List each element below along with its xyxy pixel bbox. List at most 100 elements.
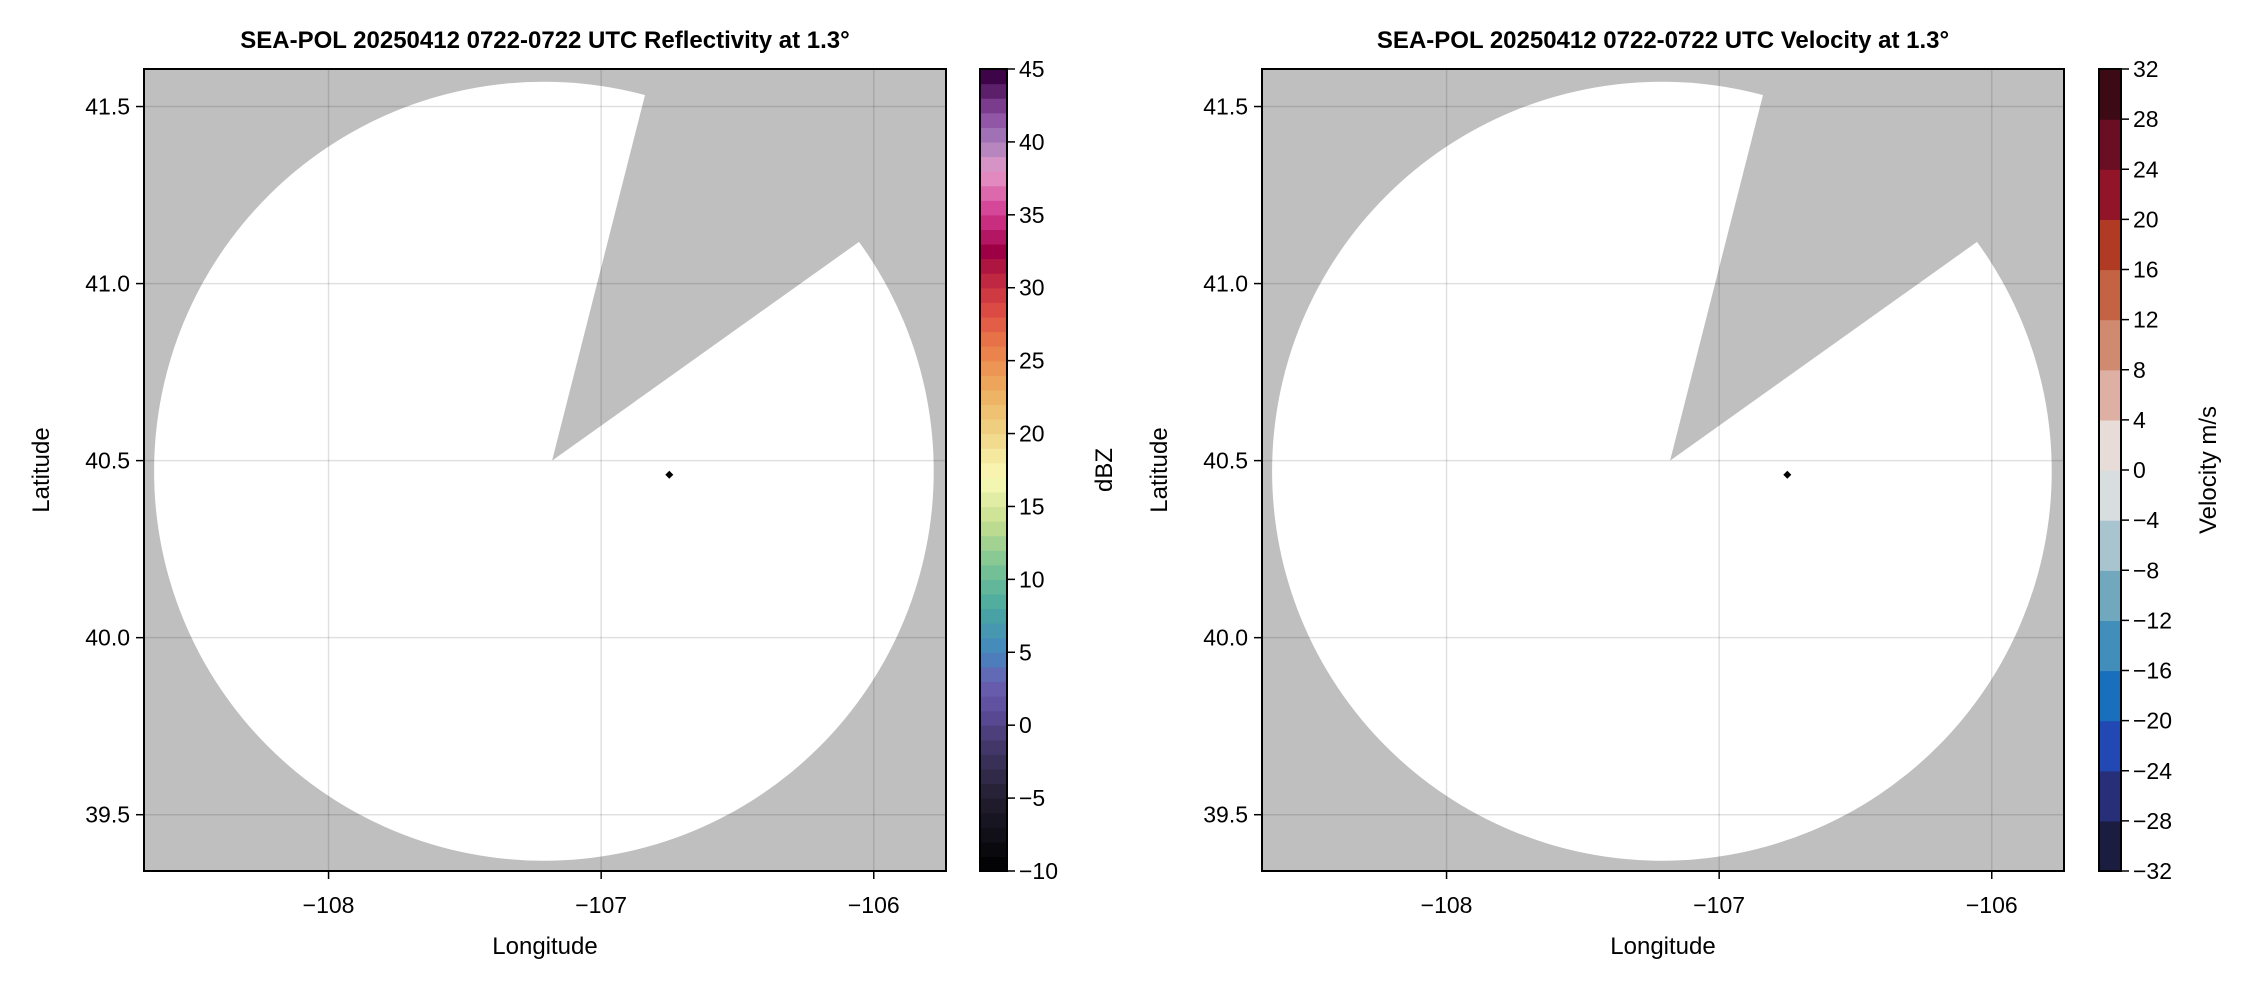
colorbar-tick-label: 35	[1019, 202, 1045, 228]
colorbar-bin	[2099, 119, 2121, 170]
x-tick-label: −106	[1966, 892, 2018, 918]
colorbar-tick-label: 20	[2133, 206, 2159, 232]
colorbar-bin	[2099, 269, 2121, 321]
colorbar-bin	[980, 827, 1007, 843]
colorbar-bin	[980, 200, 1007, 216]
colorbar-tick-label: 28	[2133, 106, 2159, 132]
colorbar-bin	[980, 768, 1007, 785]
colorbar-tick-label: 40	[1019, 129, 1045, 155]
colorbar-tick-label: −20	[2133, 708, 2172, 734]
colorbar-bin	[980, 637, 1007, 653]
colorbar-bin	[980, 346, 1007, 362]
colorbar-bin	[980, 623, 1007, 639]
colorbar-bin	[980, 302, 1007, 318]
colorbar-tick-label: −8	[2133, 557, 2159, 583]
colorbar-tick-label: −24	[2133, 758, 2172, 784]
y-tick-label: 40.5	[1203, 448, 1248, 474]
colorbar-bin	[980, 579, 1007, 595]
colorbar-label: Velocity m/s	[2195, 406, 2222, 534]
colorbar-bin	[2099, 520, 2121, 571]
colorbar-tick-label: 24	[2133, 156, 2159, 182]
colorbar-bin	[2099, 820, 2121, 872]
colorbar-bin	[980, 171, 1007, 187]
colorbar-bin	[980, 564, 1007, 580]
colorbar-bin	[980, 812, 1007, 828]
colorbar-bin	[980, 696, 1007, 712]
colorbar-bin	[980, 185, 1007, 201]
colorbar-bin	[980, 462, 1007, 478]
x-tick-label: −108	[1421, 892, 1473, 918]
radar-site-marker	[665, 470, 674, 479]
radar-site-marker	[1783, 470, 1792, 479]
colorbar-bin	[980, 389, 1007, 405]
colorbar-bin	[980, 433, 1007, 449]
colorbar-bin	[2099, 219, 2121, 271]
colorbar-label: dBZ	[1091, 448, 1118, 492]
colorbar-bin	[980, 593, 1007, 610]
panel-velocity: −108 −107 −106 39.5 40.0 40.5 41.0 41.5 SEA-POL …	[1146, 27, 2222, 960]
colorbar-bin	[980, 98, 1007, 114]
colorbar-bin	[980, 739, 1007, 755]
colorbar-bin	[980, 783, 1007, 799]
colorbar-bin	[980, 360, 1007, 376]
colorbar-tick-label: 30	[1019, 275, 1045, 301]
plot-area	[1262, 69, 2064, 871]
colorbar-bin	[980, 214, 1007, 230]
y-tick-label: 40.0	[1203, 625, 1248, 651]
colorbar-bin	[2099, 770, 2121, 822]
x-tick-label: −108	[303, 892, 355, 918]
y-tick-label: 41.0	[85, 271, 130, 297]
colorbar-bin	[2099, 419, 2121, 471]
colorbar-bin	[980, 725, 1007, 741]
colorbar-bin	[980, 550, 1007, 566]
colorbar-bin	[980, 83, 1007, 99]
x-axis-label: Longitude	[1610, 933, 1715, 960]
colorbar-bin	[2099, 69, 2121, 120]
y-axis-label: Latitude	[1146, 427, 1173, 512]
colorbar-bin	[2099, 570, 2121, 621]
colorbar-bin	[2099, 620, 2121, 672]
colorbar-bin	[980, 156, 1007, 172]
colorbar-tick-label: −32	[2133, 858, 2172, 884]
colorbar-bin	[980, 316, 1007, 333]
y-tick-label: 40.0	[85, 625, 130, 651]
colorbar-tick-label: 8	[2133, 357, 2146, 383]
colorbar-bin	[980, 841, 1007, 858]
colorbar-bin	[980, 477, 1007, 493]
colorbar-tick-label: 5	[1019, 639, 1032, 665]
panel-reflectivity: −108 −107 −106 39.5 40.0 40.5 41.0 41.5 SEA-POL …	[28, 27, 1118, 960]
x-axis-label: Longitude	[492, 933, 597, 960]
colorbar-bin	[980, 418, 1007, 435]
y-tick-label: 41.5	[1203, 94, 1248, 120]
colorbar-bin	[980, 273, 1007, 289]
y-tick-label: 41.0	[1203, 271, 1248, 297]
chart-title: SEA-POL 20250412 0722-0722 UTC Reflectiv…	[240, 27, 849, 54]
axes-frame	[1261, 68, 2065, 872]
plot-area	[144, 69, 946, 871]
colorbar-bin	[980, 491, 1007, 508]
colorbar-tick-label: 0	[1019, 712, 1032, 738]
colorbar-bin	[2099, 169, 2121, 220]
colorbar-bin	[2099, 470, 2121, 521]
colorbar-tick-label: −12	[2133, 607, 2172, 633]
colorbar-bin	[980, 141, 1007, 158]
colorbar-bin	[980, 112, 1007, 128]
colorbar-bin	[980, 287, 1007, 303]
colorbar-bin	[980, 404, 1007, 420]
y-axis-label: Latitude	[28, 427, 55, 512]
colorbar-bin	[980, 608, 1007, 624]
colorbar-bin	[980, 856, 1007, 872]
colorbar-bin	[2099, 670, 2121, 722]
colorbar-bin	[2099, 319, 2121, 371]
colorbar-bin	[980, 535, 1007, 551]
colorbar-bin	[980, 243, 1007, 260]
x-tick-label: −106	[848, 892, 900, 918]
colorbar-bin	[980, 798, 1007, 814]
colorbar-bin	[980, 666, 1007, 683]
x-tick-label: −107	[1693, 892, 1745, 918]
colorbar-bin	[2099, 720, 2121, 772]
blocked-sector	[1670, 69, 2064, 461]
colorbar-bin	[980, 69, 1007, 85]
colorbar-frame	[979, 68, 1008, 872]
y-tick-label: 39.5	[85, 802, 130, 828]
